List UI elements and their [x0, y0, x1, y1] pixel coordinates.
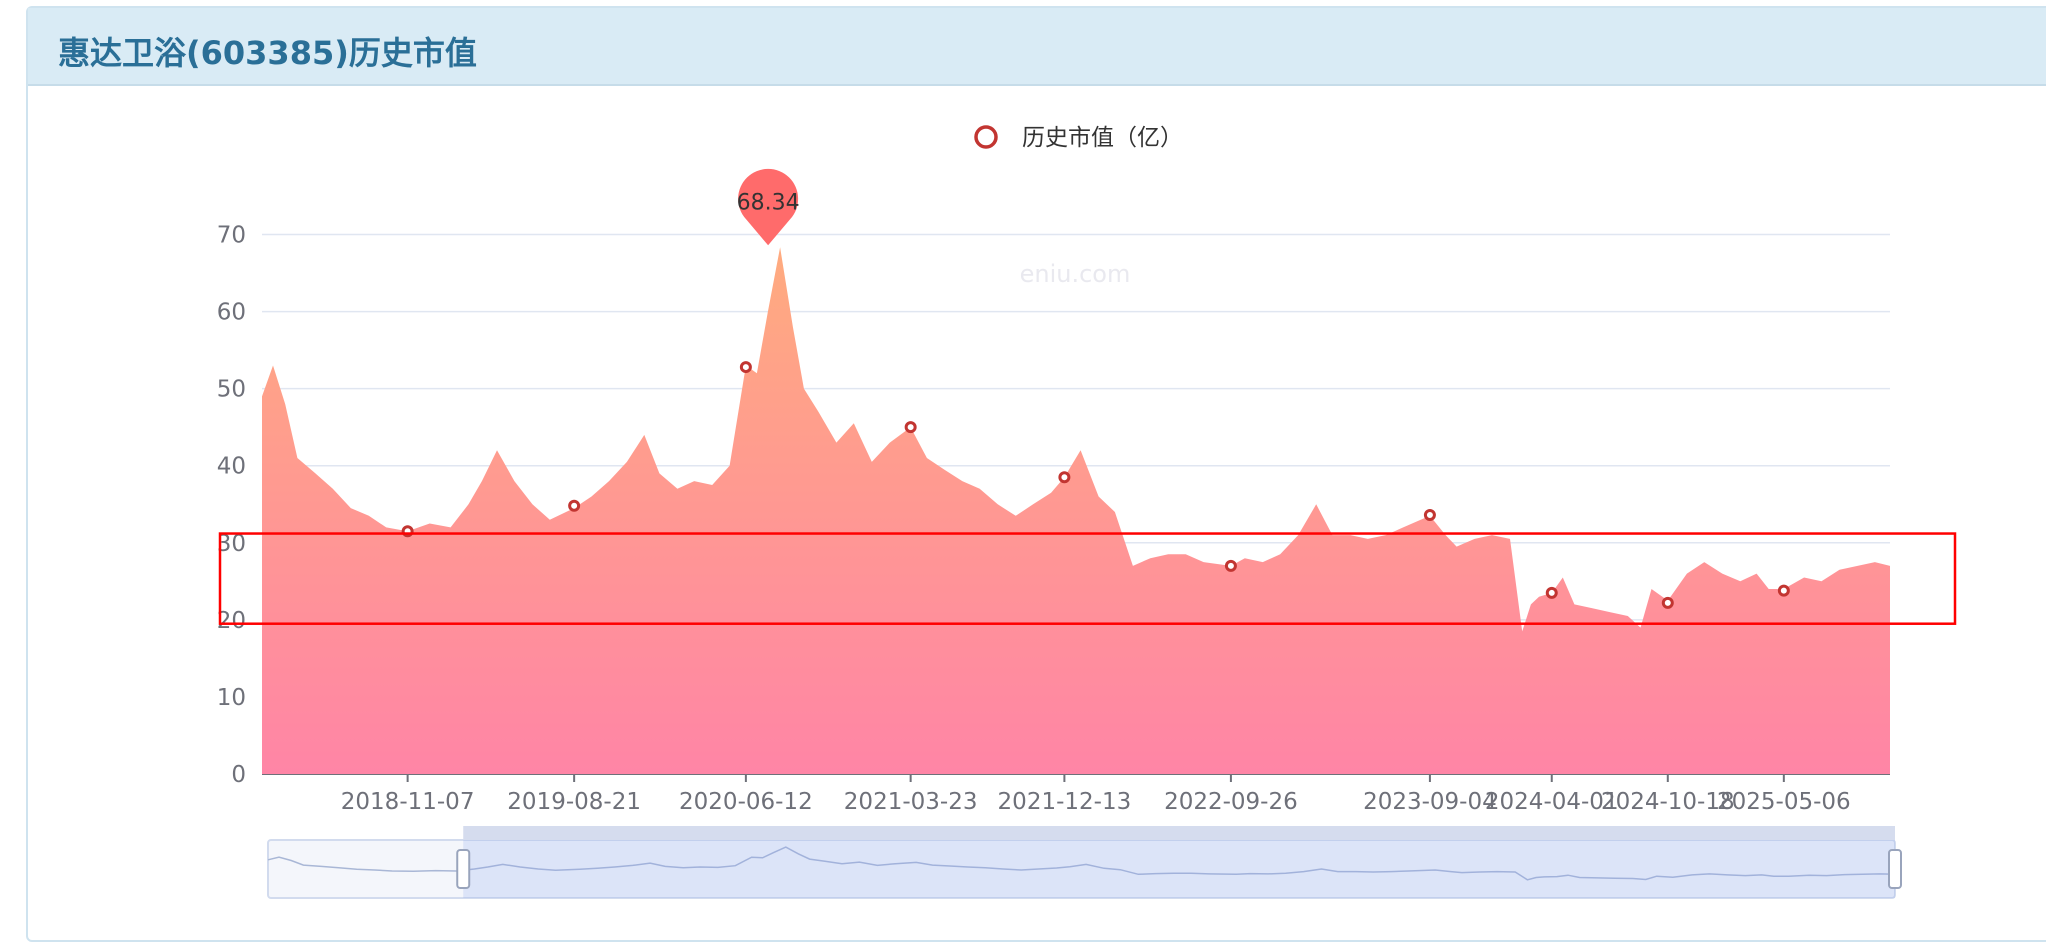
y-tick-label: 70: [217, 223, 246, 249]
max-value-label: 68.34: [737, 190, 800, 215]
panel-header: 惠达卫浴(603385)历史市值: [28, 8, 2046, 86]
x-tick-label: 2021-12-13: [998, 789, 1132, 815]
legend-marker[interactable]: [974, 125, 998, 149]
x-tick-label: 2025-05-06: [1717, 789, 1851, 815]
watermark: eniu.com: [1020, 260, 1131, 288]
data-point-marker[interactable]: [1777, 584, 1790, 597]
data-point-marker[interactable]: [568, 499, 581, 512]
highlight-box: [218, 532, 1957, 625]
legend-label[interactable]: 历史市值（亿）: [1022, 125, 1183, 151]
datazoom-end-handle[interactable]: [1888, 849, 1902, 889]
x-tick-label: 2021-03-23: [844, 789, 978, 815]
y-tick-label: 20: [217, 608, 246, 634]
data-point-marker[interactable]: [1661, 596, 1674, 609]
y-tick-label: 30: [217, 531, 246, 557]
y-tick-label: 40: [217, 454, 246, 480]
x-tick-label: 2022-09-26: [1164, 789, 1298, 815]
x-tick-label: 2024-04-01: [1485, 789, 1619, 815]
datazoom-selection[interactable]: [463, 840, 1895, 898]
x-tick-label: 2018-11-07: [341, 789, 475, 815]
data-point-marker[interactable]: [1224, 559, 1237, 572]
data-point-marker[interactable]: [1058, 471, 1071, 484]
data-point-marker[interactable]: [904, 421, 917, 434]
datazoom-preview-line: [267, 846, 1896, 881]
y-tick-label: 60: [217, 300, 246, 326]
datazoom-move-handle[interactable]: [463, 826, 1895, 840]
data-point-marker[interactable]: [739, 361, 752, 374]
y-tick-label: 0: [231, 762, 246, 788]
max-value-pin: [738, 168, 799, 246]
panel-title: 惠达卫浴(603385)历史市值: [58, 34, 477, 72]
x-tick-label: 2024-10-18: [1601, 789, 1735, 815]
y-tick-label: 50: [217, 377, 246, 403]
data-point-marker[interactable]: [1423, 509, 1436, 522]
datazoom-start-handle[interactable]: [456, 849, 471, 889]
x-tick-label: 2019-08-21: [507, 789, 641, 815]
data-point-marker[interactable]: [1545, 586, 1558, 599]
y-tick-label: 10: [217, 685, 246, 711]
chart-panel: 惠达卫浴(603385)历史市值: [26, 6, 2046, 942]
market-cap-area: [262, 247, 1890, 775]
x-tick-label: 2020-06-12: [679, 789, 813, 815]
x-tick-label: 2023-09-04: [1363, 789, 1497, 815]
